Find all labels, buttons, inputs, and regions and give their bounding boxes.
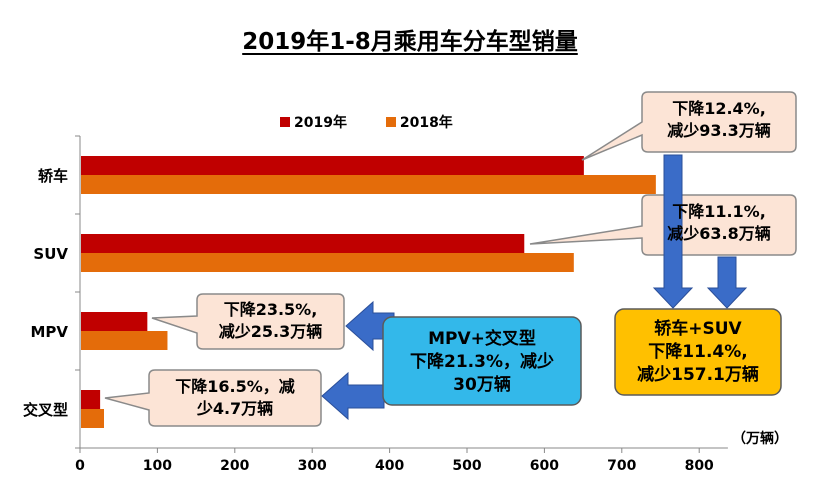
- bar-2019-0: [81, 156, 584, 175]
- summary-box-sedan-suv: [614, 308, 782, 396]
- x-tick-label: 800: [685, 458, 714, 474]
- callout-suv-text: 下降11.1%, 减少63.8万辆: [642, 201, 796, 245]
- x-tick-label: 600: [530, 458, 559, 474]
- legend-swatch-2019: [280, 117, 290, 127]
- callout-cross-line2: 少4.7万辆: [196, 399, 274, 418]
- summary-sedan-suv-line3: 减少157.1万辆: [637, 365, 759, 385]
- legend-label-2019: 2019年: [294, 115, 347, 131]
- annotations: [104, 91, 797, 427]
- callout-cross-line1: 下降16.5%，减: [175, 377, 295, 396]
- summary-mpv-cross-line3: 30万辆: [453, 375, 511, 395]
- x-tick-label: 700: [607, 458, 636, 474]
- summary-sedan-suv-line2: 下降11.4%,: [648, 342, 748, 362]
- callout-suv-line2: 减少63.8万辆: [667, 224, 771, 243]
- arrow-down-sedan: [652, 154, 694, 309]
- legend: 2019年 2018年: [280, 112, 487, 132]
- callout-suv-line1: 下降11.1%,: [672, 202, 766, 221]
- callout-mpv-bubble: [151, 293, 345, 350]
- x-tick-label: 0: [75, 458, 85, 474]
- callout-sedan-line2: 减少93.3万辆: [667, 121, 771, 140]
- bar-2018-3: [81, 409, 104, 428]
- bar-2019-1: [81, 234, 525, 253]
- x-tick-label: 100: [143, 458, 172, 474]
- legend-swatch-2018: [385, 117, 396, 127]
- summary-sedan-suv-line1: 轿车+SUV: [654, 319, 742, 339]
- arrow-left-cross: [321, 371, 385, 421]
- y-category-label: 轿车: [38, 167, 68, 185]
- callout-suv-bubble: [529, 194, 797, 256]
- summary-mpv-cross-text: MPV+交叉型 下降21.3%，减少 30万辆: [383, 328, 581, 397]
- arrow-down-suv: [706, 256, 748, 309]
- x-tick-label: 300: [298, 458, 327, 474]
- x-tick-label: 400: [375, 458, 404, 474]
- x-tick-label: 200: [220, 458, 249, 474]
- callout-sedan-bubble: [581, 91, 797, 161]
- bar-2019-3: [81, 390, 101, 409]
- x-tick-label: 500: [452, 458, 481, 474]
- y-category-label: SUV: [33, 245, 68, 263]
- callout-sedan-text: 下降12.4%, 减少93.3万辆: [642, 98, 796, 142]
- summary-mpv-cross-line2: 下降21.3%，减少: [410, 352, 554, 372]
- summary-sedan-suv-text: 轿车+SUV 下降11.4%, 减少157.1万辆: [615, 318, 781, 387]
- unit-label: （万辆）: [732, 431, 788, 447]
- chart-title: 2019年1-8月乘用车分车型销量: [242, 29, 578, 55]
- legend-label-2018: 2018年: [399, 115, 453, 131]
- callout-cross-bubble: [104, 369, 322, 427]
- callout-cross-text: 下降16.5%，减 少4.7万辆: [149, 376, 321, 420]
- bar-2018-1: [81, 253, 574, 272]
- axes: 0 100 200 300 400 500 600 700 800 轿车 SUV MPV 交叉型: [23, 135, 728, 474]
- bar-2018-2: [81, 331, 168, 350]
- callout-sedan-line1: 下降12.4%,: [672, 99, 766, 118]
- bar-2018-0: [81, 175, 656, 194]
- bar-2019-2: [81, 312, 148, 331]
- callout-mpv-text: 下降23.5%, 减少25.3万辆: [197, 299, 344, 343]
- callout-mpv-line1: 下降23.5%,: [223, 300, 318, 319]
- legend-item-2019: 2019年: [280, 112, 347, 132]
- bars: [81, 156, 656, 428]
- summary-box-mpv-cross: [382, 316, 582, 406]
- y-category-label: 交叉型: [23, 401, 68, 419]
- legend-item-2018: 2018年: [385, 112, 453, 132]
- summary-mpv-cross-line1: MPV+交叉型: [428, 329, 536, 349]
- y-category-label: MPV: [30, 323, 68, 341]
- callout-mpv-line2: 减少25.3万辆: [218, 322, 323, 341]
